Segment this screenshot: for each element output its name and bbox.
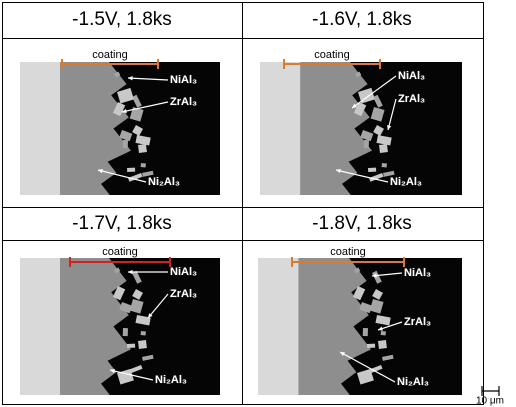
coating-label: coating: [330, 246, 365, 258]
substrate: [260, 62, 300, 195]
micrograph: [258, 258, 462, 395]
grain: [381, 331, 386, 336]
phase-label: ZrAl₃: [170, 96, 197, 108]
phase-label: Ni₂Al₃: [148, 176, 180, 188]
phase-label: NiAl₃: [404, 267, 431, 279]
panel-title: -1.5V, 1.8ks: [72, 9, 172, 30]
grain: [368, 168, 376, 172]
phase-label: NiAl₃: [170, 266, 197, 278]
grain: [378, 340, 387, 349]
phase-label: ZrAl₃: [404, 316, 431, 328]
coating-label: coating: [92, 49, 127, 61]
phase-label: ZrAl₃: [398, 93, 425, 105]
coating-label: coating: [314, 49, 349, 61]
phase-label: NiAl₃: [170, 74, 197, 86]
phase-label: Ni₂Al₃: [397, 376, 429, 388]
phase-label: ZrAl₃: [170, 288, 197, 300]
panel: -1.5V, 1.8ks coating NiAl₃ ZrAl₃ Ni₂Al₃: [20, 9, 220, 195]
grain: [141, 331, 146, 336]
panel-title: -1.8V, 1.8ks: [312, 213, 412, 234]
grain: [141, 163, 146, 168]
grain: [367, 344, 375, 348]
substrate: [20, 258, 60, 395]
grain: [379, 144, 388, 153]
grain: [382, 163, 387, 168]
grain: [364, 140, 369, 148]
panel-title: -1.7V, 1.8ks: [72, 213, 172, 234]
panel-title: -1.6V, 1.8ks: [312, 9, 412, 30]
grain: [127, 344, 135, 348]
micrograph: [260, 62, 462, 195]
grain: [363, 328, 368, 336]
grain: [138, 144, 147, 153]
substrate: [20, 62, 60, 195]
phase-label: Ni₂Al₃: [155, 374, 187, 386]
grain: [123, 328, 128, 336]
grain: [123, 140, 128, 148]
phase-label: Ni₂Al₃: [390, 176, 422, 188]
grain: [127, 168, 135, 172]
phase-label: NiAl₃: [398, 70, 425, 82]
micrograph: [20, 258, 220, 395]
panel: -1.6V, 1.8ks coating NiAl₃ ZrAl₃ Ni₂Al₃: [260, 9, 462, 195]
grain: [138, 340, 147, 349]
figure: 10 μm -1.5V, 1.8ks coating NiAl₃ ZrAl₃ Ni₂Al…: [0, 0, 516, 407]
coating-label: coating: [102, 246, 137, 258]
substrate: [258, 258, 299, 395]
scale-bar-label: 10 μm: [476, 396, 504, 407]
